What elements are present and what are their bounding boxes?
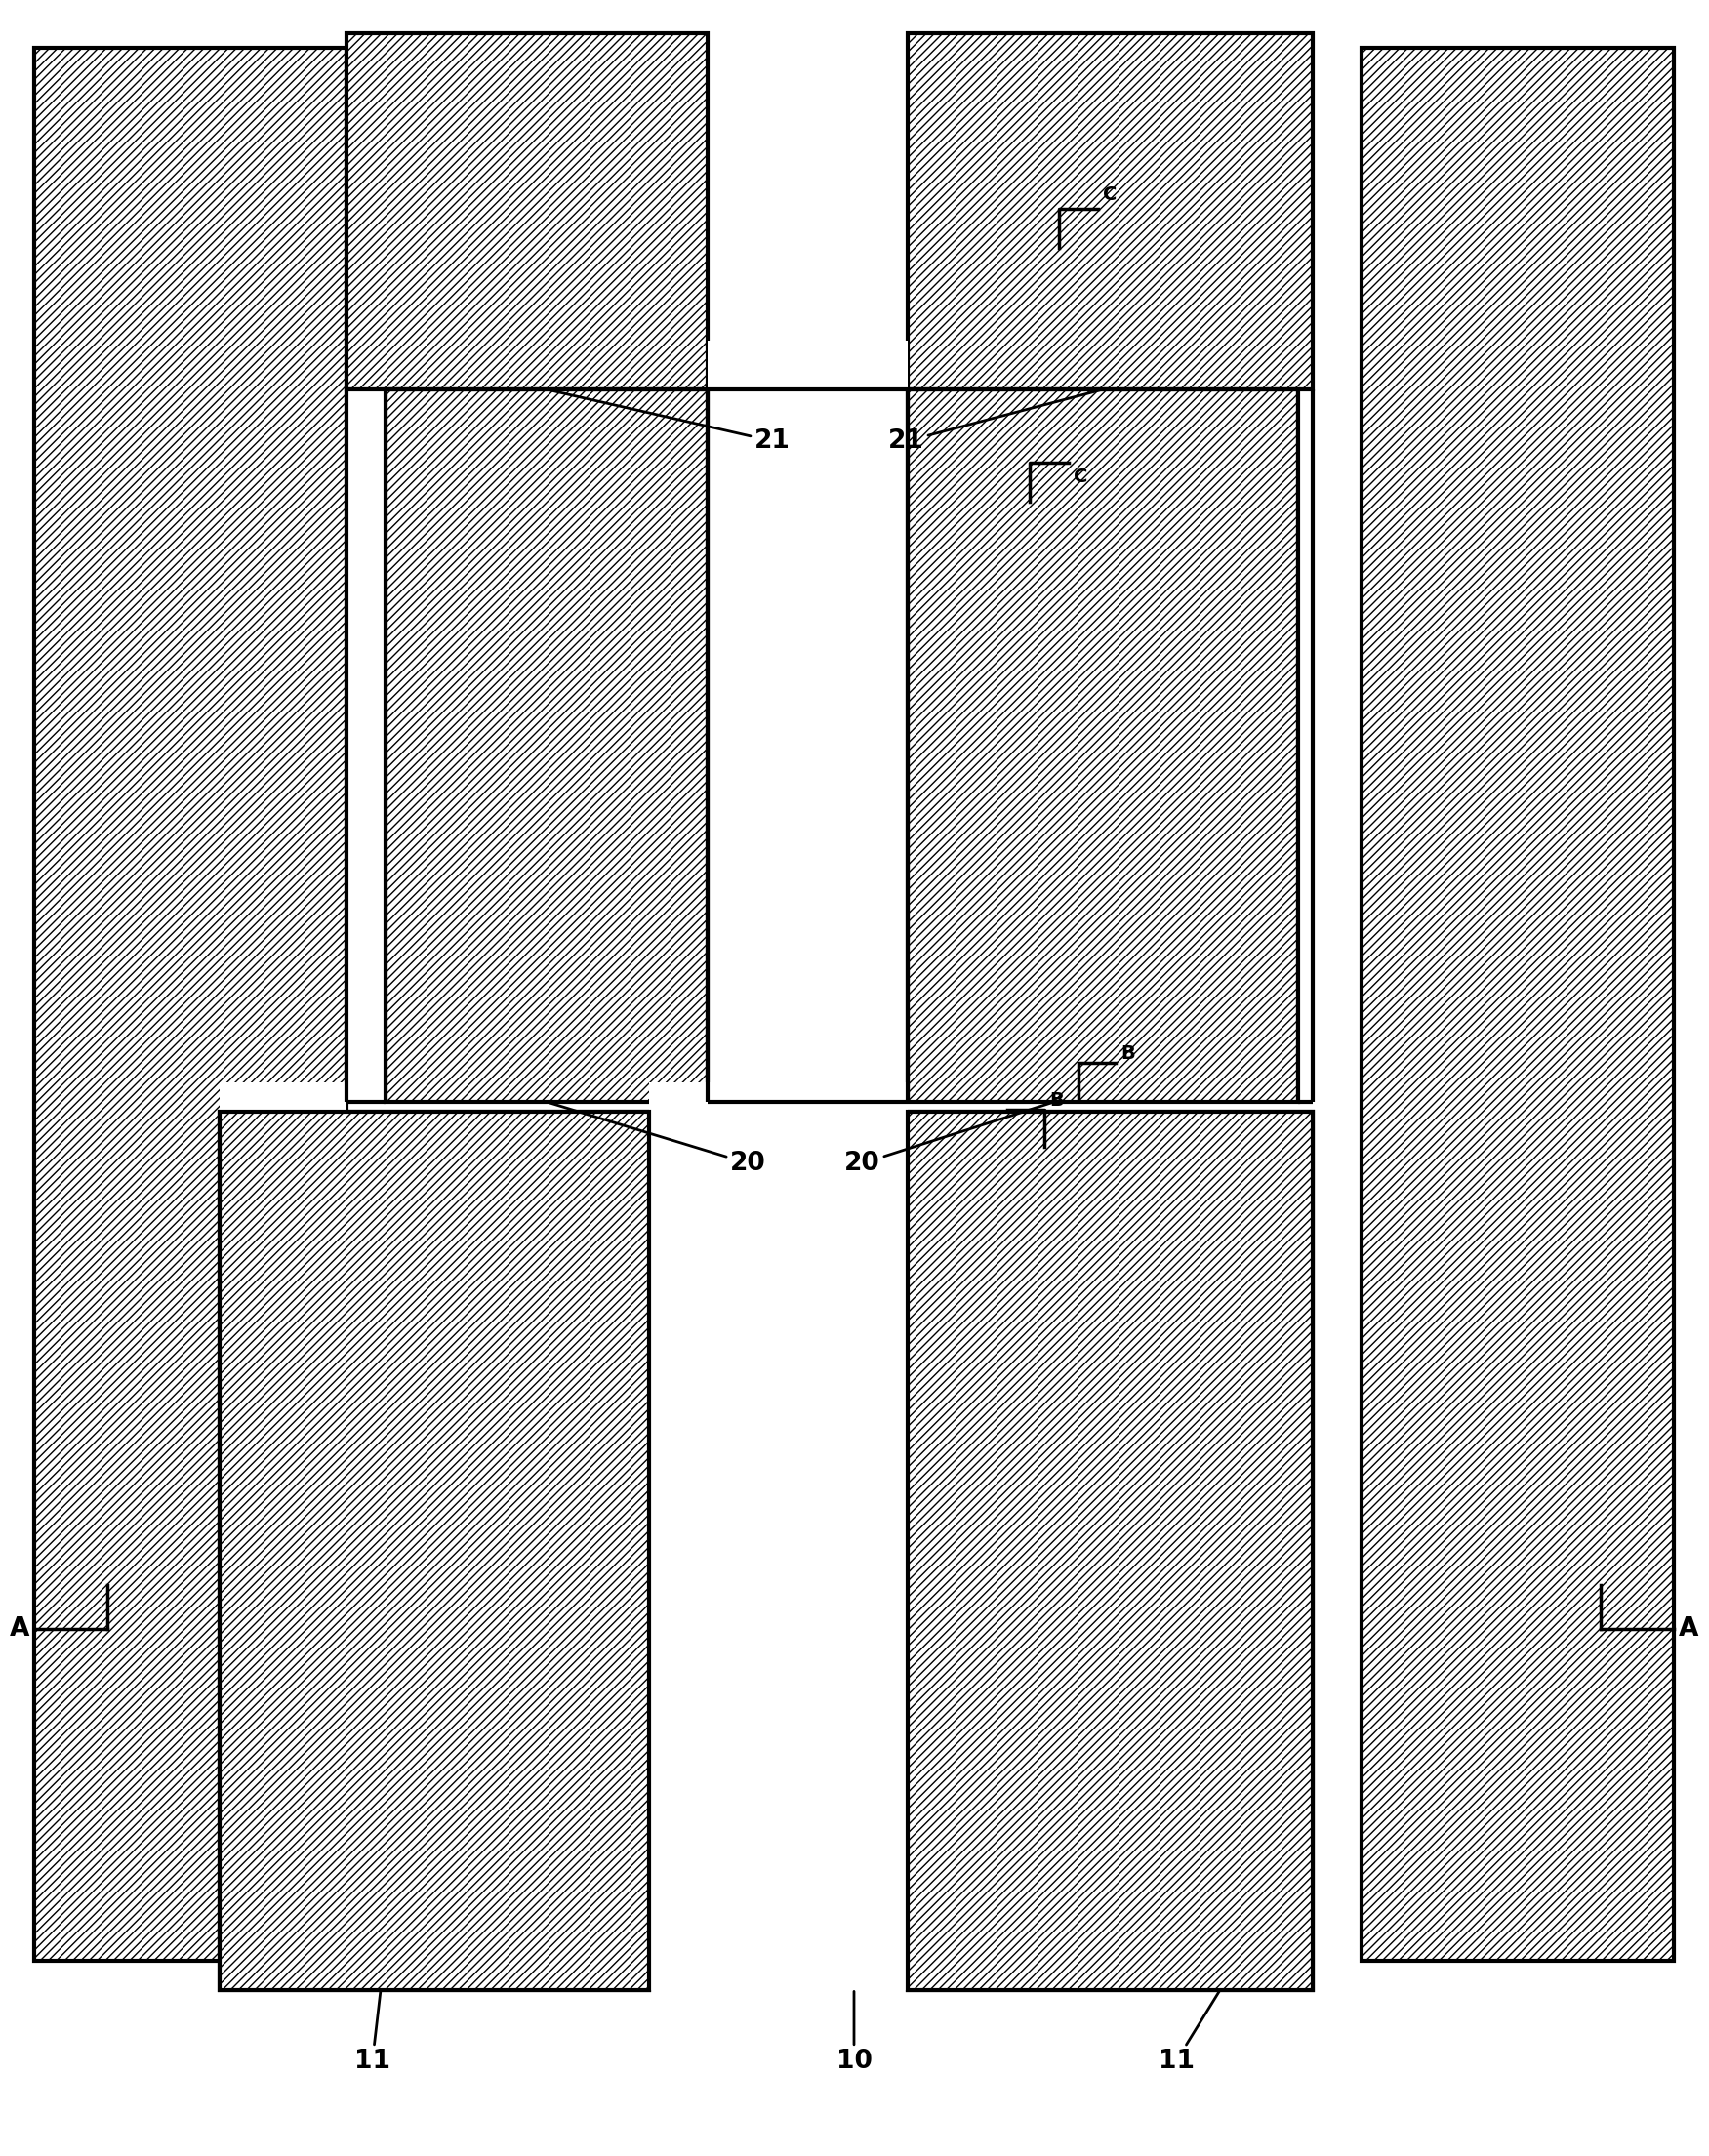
Text: C: C [1102, 185, 1118, 205]
Text: 11: 11 [354, 1992, 390, 2074]
Bar [386, 390, 708, 1102]
Text: C: C [1073, 468, 1087, 485]
Text: 21: 21 [549, 390, 791, 455]
Bar [907, 1112, 1313, 1990]
Bar [708, 341, 907, 390]
Bar [907, 1112, 1313, 1990]
Bar [907, 390, 1299, 1102]
Text: B: B [1049, 1091, 1063, 1110]
Bar [649, 1082, 907, 1990]
Bar [219, 1112, 649, 1990]
Text: 20: 20 [549, 1102, 766, 1175]
Text: 11: 11 [1159, 1992, 1219, 2074]
Text: A: A [9, 1617, 29, 1641]
Text: 20: 20 [844, 1102, 1053, 1175]
Bar [347, 32, 708, 390]
Text: B: B [1121, 1044, 1135, 1063]
Text: 21: 21 [889, 390, 1102, 455]
Bar [219, 1082, 347, 1990]
Bar [219, 1112, 649, 1990]
Bar [907, 32, 1313, 390]
Bar [1299, 390, 1313, 1102]
Bar [347, 390, 386, 1102]
Text: A: A [1678, 1617, 1699, 1641]
Bar [1362, 47, 1673, 1960]
Bar [34, 47, 347, 1960]
Text: 10: 10 [836, 1992, 872, 2074]
